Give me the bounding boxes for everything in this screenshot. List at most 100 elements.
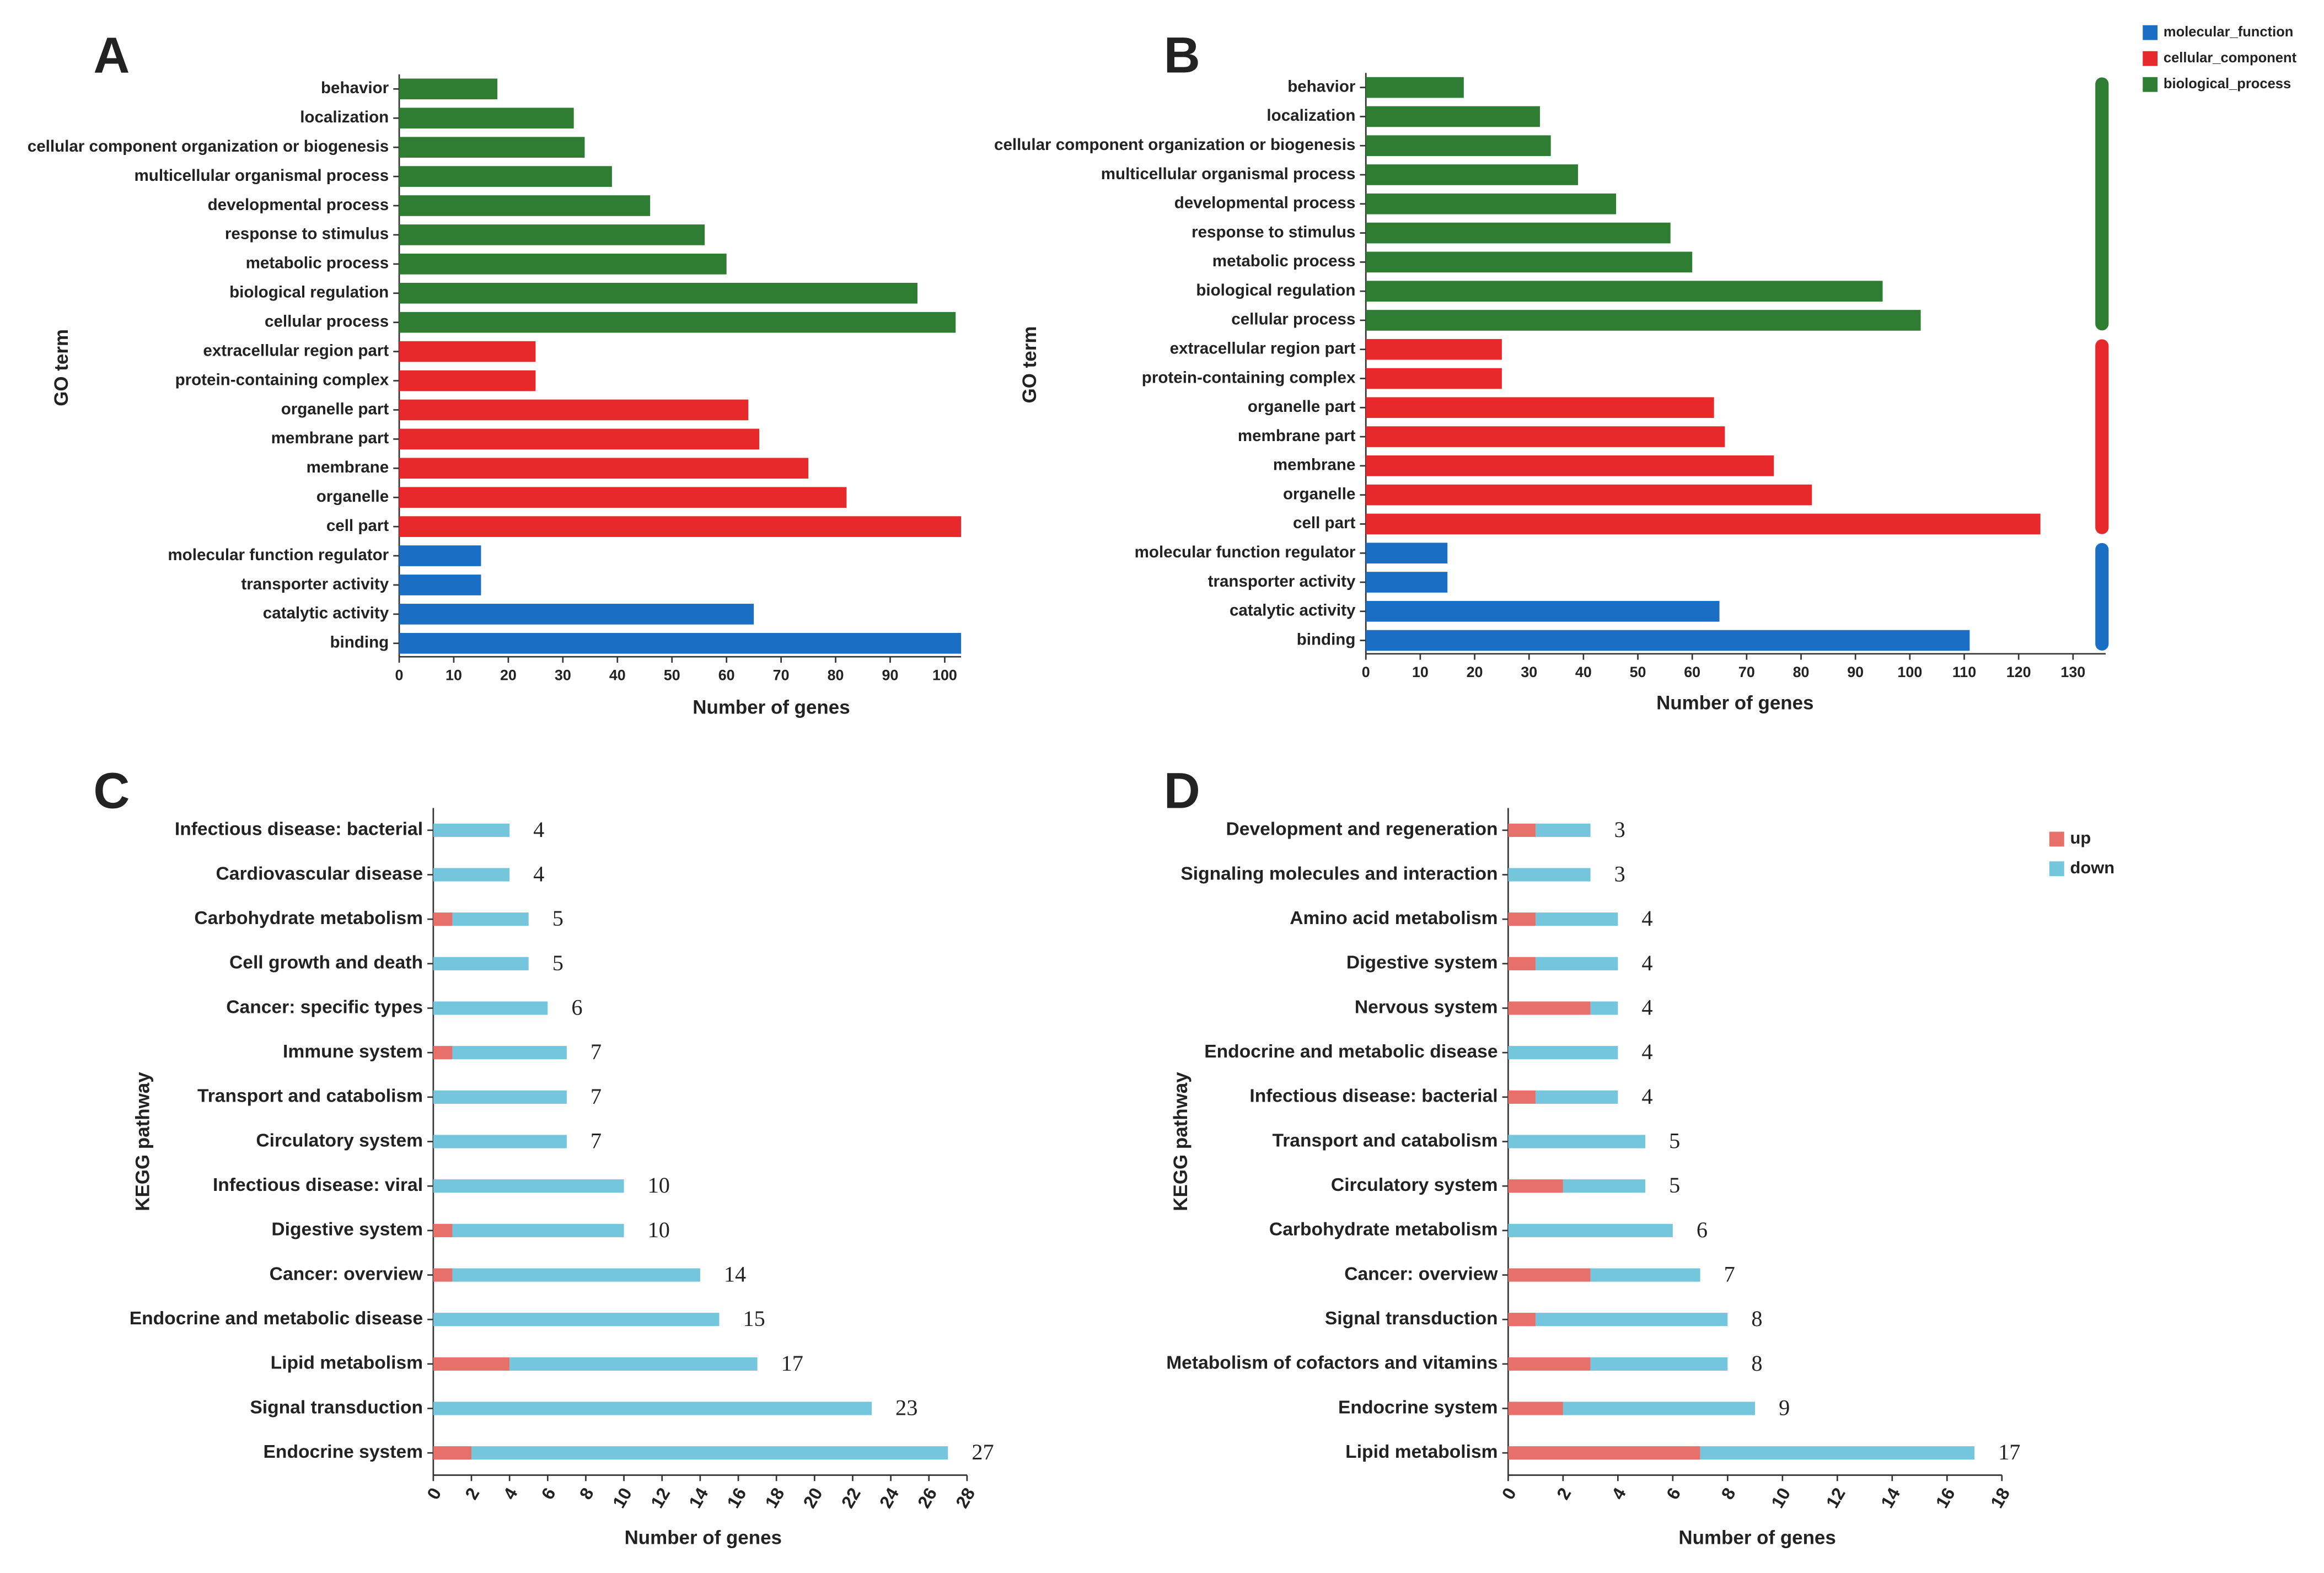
bar-segment [1536,912,1618,926]
total-label: 3 [1614,861,1625,886]
y-tick-label: Nervous system [1355,997,1498,1017]
y-tick-label: developmental process [208,196,389,214]
x-tick-label: 6 [1662,1484,1684,1503]
bar-segment [1563,1179,1646,1193]
bar-segment [1508,868,1591,882]
x-tick-label: 14 [1877,1484,1904,1511]
y-tick-label: cell part [1293,514,1356,532]
panel-label: A [93,28,130,84]
bar-segment [1508,1046,1618,1060]
y-tick-label: protein-containing complex [175,371,389,389]
bar-segment [433,1090,567,1104]
bar-segment [1508,1268,1591,1282]
x-tick-label: 2 [1553,1484,1575,1503]
y-tick-label: cellular component organization or bioge… [994,136,1355,154]
y-tick-label: membrane part [271,429,389,447]
total-label: 4 [1641,995,1652,1019]
y-tick-label: Transport and catabolism [1273,1130,1498,1151]
y-axis-title: KEGG pathway [132,1072,154,1211]
total-label: 5 [1669,1173,1680,1198]
x-tick-label: 12 [1822,1484,1849,1511]
y-tick-label: response to stimulus [225,225,389,243]
panel-label: B [1164,28,1200,84]
bar [399,516,962,537]
total-label: 15 [743,1306,765,1331]
x-tick-label: 90 [1847,664,1864,680]
bar [399,312,956,333]
legend-swatch [2049,861,2064,877]
bar-segment [1508,1357,1591,1371]
bar [1366,193,1617,214]
x-tick-label: 50 [1630,664,1646,680]
legend-label: molecular_function [2164,24,2293,40]
total-label: 7 [1724,1261,1735,1286]
x-tick-label: 24 [876,1484,903,1511]
x-tick-label: 26 [914,1484,941,1511]
legend-label: up [2070,828,2091,847]
y-tick-label: multicellular organismal process [135,167,389,185]
y-tick-label: behavior [321,79,389,97]
y-tick-label: organelle part [1248,398,1356,416]
bar [399,137,585,158]
y-tick-label: Cancer: overview [270,1264,423,1284]
y-tick-label: molecular function regulator [1135,543,1356,561]
y-tick-label: Amino acid metabolism [1290,908,1498,928]
y-tick-label: Lipid metabolism [1345,1442,1498,1462]
total-label: 7 [591,1084,602,1109]
x-tick-label: 100 [932,667,957,683]
bar-segment [433,1446,472,1460]
bar [399,399,749,421]
x-tick-label: 16 [723,1484,750,1511]
y-tick-label: Cardiovascular disease [216,863,423,884]
bar [1366,543,1448,564]
y-tick-label: Endocrine and metabolic disease [130,1308,423,1329]
bar [1366,368,1502,389]
x-tick-label: 18 [761,1484,788,1511]
x-tick-label: 10 [1412,664,1429,680]
x-tick-label: 110 [1952,664,1976,680]
bar-segment [433,1313,720,1327]
y-tick-label: localization [1266,106,1355,125]
bar-segment [1590,1268,1700,1282]
x-tick-label: 20 [500,667,517,683]
bar-segment [1508,1446,1700,1460]
bar-segment [1508,1179,1563,1193]
x-tick-label: 20 [1467,664,1483,680]
bar-segment [1508,1001,1591,1015]
bar-segment [433,1135,567,1148]
bar [1366,426,1725,447]
bar [1366,484,1812,506]
y-tick-label: membrane [1273,456,1356,474]
total-label: 27 [972,1440,994,1464]
x-tick-label: 18 [1987,1484,2014,1511]
x-tick-label: 70 [1738,664,1755,680]
y-tick-label: organelle [1283,485,1355,503]
x-tick-label: 12 [647,1484,674,1511]
panel-label: D [1164,763,1200,819]
x-tick-label: 6 [538,1484,560,1503]
total-label: 7 [591,1039,602,1064]
y-tick-label: Lipid metabolism [271,1353,423,1373]
bar [1366,572,1448,593]
bar [1366,77,1464,98]
y-tick-label: Carbohydrate metabolism [194,908,423,928]
y-tick-label: extracellular region part [203,341,389,359]
y-tick-label: localization [300,108,389,126]
bar [399,487,847,508]
total-label: 3 [1614,817,1625,842]
total-label: 17 [1998,1440,2020,1464]
y-tick-label: Endocrine system [1338,1397,1498,1418]
bar-segment [1508,957,1536,970]
y-tick-label: organelle [316,487,389,506]
bar-segment [1508,1090,1536,1104]
y-tick-label: metabolic process [1212,252,1356,270]
panel-label: C [93,763,130,819]
bar [399,108,574,129]
bar-segment [471,1446,948,1460]
y-tick-label: Development and regeneration [1226,819,1498,840]
y-tick-label: Carbohydrate metabolism [1269,1220,1498,1240]
y-tick-label: Metabolism of cofactors and vitamins [1166,1353,1498,1373]
y-tick-label: Transport and catabolism [197,1086,423,1107]
